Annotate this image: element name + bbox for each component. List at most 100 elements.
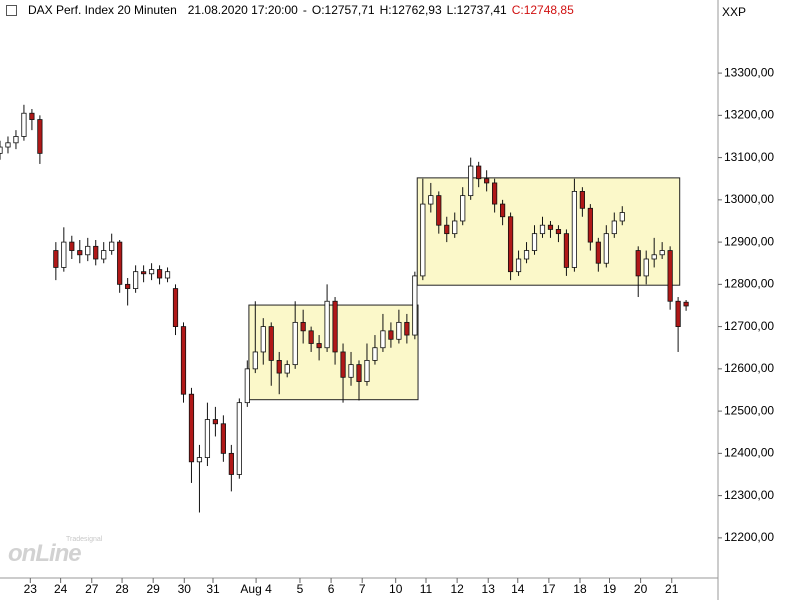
y-tick-label: 12300,00 (724, 488, 774, 502)
candle-body (420, 203, 426, 277)
candle-body (587, 207, 593, 243)
candle-body (308, 330, 314, 344)
candle-body (93, 245, 99, 260)
x-tick-label: 6 (328, 582, 335, 596)
candle-body (180, 326, 187, 395)
x-tick-label: 19 (603, 582, 617, 596)
timestamp: 21.08.2020 17:20:00 (187, 3, 298, 17)
watermark: onLine Tradesignal (8, 536, 108, 568)
candle-body (109, 241, 115, 251)
candle-body (332, 300, 338, 353)
y-tick-label: 13200,00 (724, 108, 774, 122)
candle-body (492, 182, 498, 205)
candle-body (500, 203, 506, 218)
candle-body (101, 250, 107, 260)
candle-body (0, 146, 3, 154)
separator: - (302, 3, 307, 17)
candle-body (563, 233, 570, 268)
candle-body (125, 283, 131, 289)
candle-body (428, 195, 434, 205)
candle-body (468, 165, 474, 197)
x-tick-label: 12 (450, 582, 464, 596)
candle-body (388, 330, 394, 340)
candle-body (260, 326, 266, 353)
candle-body (356, 364, 362, 382)
candle-body (53, 250, 59, 268)
candle-body (476, 165, 482, 180)
x-tick-label: 11 (420, 582, 433, 596)
candle-body (364, 360, 370, 382)
x-tick-label: 24 (54, 582, 68, 596)
x-tick-label: 21 (665, 582, 679, 596)
x-tick-label: 14 (511, 582, 525, 596)
candle-body (141, 271, 147, 275)
symbol: XXP (722, 5, 747, 19)
x-tick-label: 17 (542, 582, 556, 596)
candle-body (555, 229, 562, 235)
candle-body (651, 254, 657, 260)
ohlc-low: L:12737,41 (446, 3, 507, 17)
candle-body (61, 241, 67, 268)
candle-body (531, 233, 538, 251)
candle-body (133, 271, 139, 289)
candle-body (507, 216, 514, 273)
candle-body (404, 321, 410, 336)
candle-body (196, 457, 203, 463)
candle-body (228, 452, 234, 475)
x-tick-label: 18 (573, 582, 587, 596)
candle-body (212, 419, 218, 425)
candle-body (236, 402, 242, 475)
y-tick-label: 12500,00 (724, 403, 774, 417)
y-tick-label: 12800,00 (724, 277, 774, 291)
y-tick-label: 13000,00 (724, 192, 774, 206)
watermark-logo: onLine (8, 540, 82, 567)
candle-body (172, 288, 179, 328)
candle-body (85, 245, 91, 256)
candle-body (244, 368, 250, 404)
candle-body (460, 195, 466, 222)
candle-body (204, 419, 211, 458)
candle-body (164, 271, 171, 279)
candle-body (611, 220, 617, 235)
candle-body (675, 300, 681, 328)
candle-body (515, 258, 522, 273)
x-tick-label: Aug 4 (240, 582, 272, 596)
x-tick-label: 5 (297, 582, 304, 596)
candle-body (396, 321, 402, 340)
y-tick-label: 12700,00 (724, 319, 774, 333)
candle-body (284, 364, 290, 374)
candle-body (667, 250, 673, 302)
x-tick-label: 23 (24, 582, 38, 596)
candle-body (252, 351, 258, 370)
candle-body (5, 142, 11, 148)
candle-body (643, 258, 649, 277)
ohlc-high: H:12762,93 (379, 3, 442, 17)
candle-body (13, 136, 19, 144)
x-tick-label: 10 (389, 582, 403, 596)
watermark-sub: Tradesignal (66, 536, 103, 543)
y-tick-label: 13300,00 (724, 65, 774, 79)
x-tick-label: 31 (206, 582, 220, 596)
x-tick-label: 13 (482, 582, 496, 596)
checkbox[interactable] (6, 4, 17, 16)
candle-body (29, 112, 35, 120)
candle-body (635, 250, 641, 277)
candle-body (547, 224, 554, 230)
candle-body (148, 269, 155, 275)
candle-body (117, 241, 123, 285)
candle-body (484, 178, 490, 184)
candle-body (316, 343, 322, 349)
y-tick-label: 12600,00 (724, 361, 774, 375)
candle-body (603, 233, 609, 264)
y-tick-label: 12900,00 (724, 234, 774, 248)
x-tick-label: 27 (85, 582, 99, 596)
x-tick-label: 7 (359, 582, 366, 596)
candle-body (579, 190, 585, 209)
y-tick-label: 12400,00 (724, 446, 774, 460)
ohlc-open: O:12757,71 (311, 3, 375, 17)
candle-body (348, 364, 354, 378)
candle-body (188, 393, 195, 463)
candle-body (220, 423, 226, 454)
